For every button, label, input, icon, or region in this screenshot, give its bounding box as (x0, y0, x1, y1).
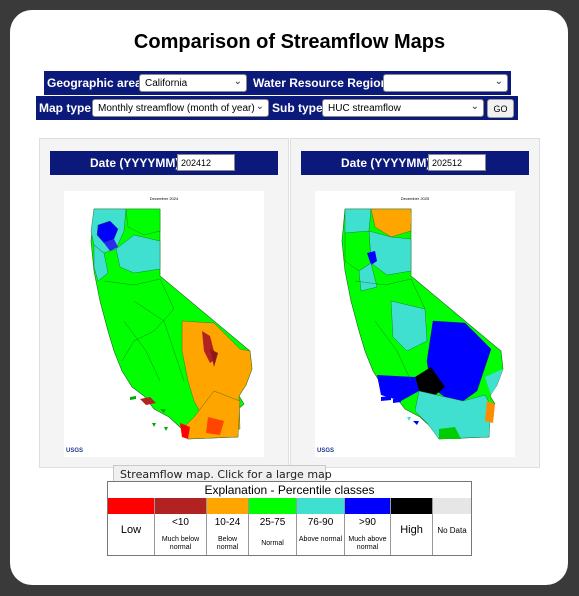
legend-swatch (391, 498, 432, 514)
legend-swatch (433, 498, 471, 514)
map-type-controls-bar: Map type Monthly streamflow (month of ye… (36, 96, 518, 120)
geographic-area-label: Geographic area (47, 76, 142, 90)
california-map-2024 (90, 208, 253, 440)
legend-range: 76-90 (307, 517, 334, 528)
legend-class: >90 Much above normal (344, 498, 390, 555)
chevron-down-icon: ⌄ (255, 101, 264, 112)
percentile-legend: Explanation - Percentile classes Low <10… (107, 481, 472, 556)
legend-swatch (155, 498, 206, 514)
map-type-label: Map type (39, 101, 92, 115)
water-resource-region-select[interactable]: ⌄ (383, 74, 508, 92)
map-type-select[interactable]: Monthly streamflow (month of year) ⌄ (92, 99, 269, 117)
legend-swatch (297, 498, 344, 514)
legend-range: 10-24 (214, 517, 241, 528)
sub-type-select[interactable]: HUC streamflow ⌄ (322, 99, 484, 117)
sub-type-label: Sub type (272, 101, 323, 115)
legend-high-label: High (400, 524, 423, 536)
legend-title: Explanation - Percentile classes (204, 483, 375, 497)
legend-swatch (108, 498, 154, 514)
legend-class-high: High (390, 498, 432, 555)
california-map-2025 (341, 208, 504, 440)
chevron-down-icon: ⌄ (233, 76, 242, 87)
right-date-bar: Date (YYYYMM) 202512 (301, 151, 529, 175)
sub-type-value: HUC streamflow (328, 103, 401, 114)
legend-class-low: Low (108, 498, 154, 555)
left-date-label: Date (YYYYMM) (90, 156, 180, 170)
map-type-value: Monthly streamflow (month of year) (98, 103, 255, 114)
legend-range: 25-75 (259, 517, 286, 528)
legend-class: 76-90 Above normal (296, 498, 344, 555)
legend-nodata-label: No Data (437, 526, 467, 535)
legend-class: 25-75 Normal (248, 498, 296, 555)
legend-desc: Normal (261, 540, 284, 547)
legend-low-label: Low (120, 524, 142, 536)
right-map-title: December 2025 (400, 196, 430, 201)
right-streamflow-map[interactable]: December 2025 USGS (315, 191, 515, 457)
left-usgs-logo: USGS (66, 448, 84, 454)
legend-swatch (345, 498, 390, 514)
left-date-bar: Date (YYYYMM) 202412 (50, 151, 278, 175)
legend-range: >90 (359, 517, 376, 528)
legend-class: <10 Much below normal (154, 498, 206, 555)
right-usgs-logo: USGS (317, 448, 335, 454)
left-streamflow-map[interactable]: December 2024 USGS (64, 191, 264, 457)
legend-desc: Much above normal (348, 536, 387, 551)
legend-desc: Much below normal (161, 536, 200, 551)
legend-class-nodata: No Data (432, 498, 471, 555)
geo-controls-bar: Geographic area California ⌄ Water Resou… (44, 71, 511, 95)
legend-swatch (249, 498, 296, 514)
go-button[interactable]: GO (487, 99, 514, 118)
legend-range: <10 (172, 517, 189, 528)
geographic-area-value: California (145, 78, 188, 89)
water-resource-region-label: Water Resource Region (253, 76, 388, 90)
right-date-input[interactable]: 202512 (428, 154, 486, 171)
legend-desc: Below normal (216, 536, 239, 551)
chevron-down-icon: ⌄ (494, 76, 503, 87)
left-date-input[interactable]: 202412 (177, 154, 235, 171)
left-map-title: December 2024 (149, 196, 179, 201)
legend-swatch (207, 498, 248, 514)
legend-class: 10-24 Below normal (206, 498, 248, 555)
geographic-area-select[interactable]: California ⌄ (139, 74, 247, 92)
chevron-down-icon: ⌄ (470, 101, 479, 112)
page-title: Comparison of Streamflow Maps (133, 31, 446, 53)
legend-desc: Above normal (298, 536, 343, 543)
right-date-label: Date (YYYYMM) (341, 156, 431, 170)
